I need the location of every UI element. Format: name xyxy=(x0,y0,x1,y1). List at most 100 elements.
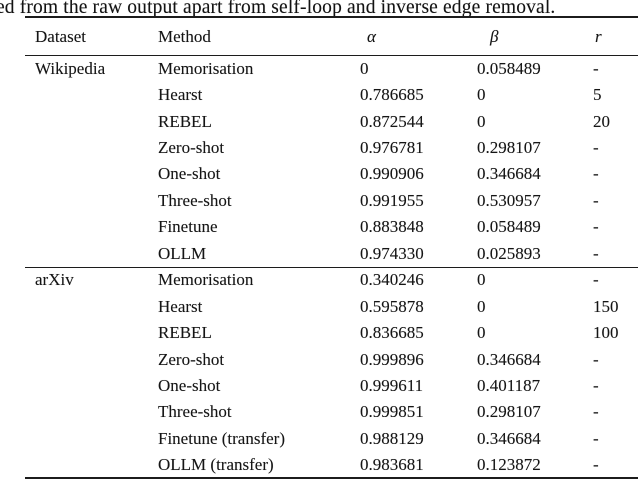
alpha-cell: 0.974330 xyxy=(360,243,424,263)
alpha-cell: 0.883848 xyxy=(360,217,424,237)
alpha-cell: 0.990906 xyxy=(360,164,424,184)
r-cell: - xyxy=(593,349,599,369)
alpha-cell: 0.595878 xyxy=(360,296,424,316)
method-cell: Finetune xyxy=(158,217,218,237)
dataset-cell xyxy=(25,240,158,266)
r-cell: - xyxy=(593,58,599,78)
alpha-cell: 0 xyxy=(360,58,369,78)
dataset-cell xyxy=(25,399,158,425)
beta-cell: 0 xyxy=(477,111,486,131)
beta-cell: 0 xyxy=(477,270,486,290)
method-cell: Memorisation xyxy=(158,58,254,78)
r-cell: - xyxy=(593,164,599,184)
dataset-cell xyxy=(25,161,158,187)
table-row: Finetune 0.883848 0.058489 - xyxy=(25,214,638,240)
dataset-cell xyxy=(25,108,158,134)
method-cell: One-shot xyxy=(158,375,221,395)
table-row: Zero-shot 0.976781 0.298107 - xyxy=(25,134,638,160)
table-toprule xyxy=(25,16,638,19)
beta-cell: 0.058489 xyxy=(477,58,541,78)
table-row: OLLM 0.974330 0.025893 - xyxy=(25,240,638,266)
table-headrule xyxy=(25,54,638,57)
method-cell: OLLM xyxy=(158,243,207,263)
r-cell: - xyxy=(593,190,599,210)
alpha-cell: 0.872544 xyxy=(360,111,424,131)
method-cell: Three-shot xyxy=(158,190,232,210)
table-row: Wikipedia Memorisation 0 0.058489 - xyxy=(25,55,638,81)
table-row: arXiv Memorisation 0.340246 0 - xyxy=(25,267,638,293)
table-row: Three-shot 0.999851 0.298107 - xyxy=(25,399,638,425)
beta-cell: 0.058489 xyxy=(477,217,541,237)
table-body: Wikipedia Memorisation 0 0.058489 - Hearst 0.7… xyxy=(25,55,638,478)
r-cell: - xyxy=(593,270,599,290)
r-cell: - xyxy=(593,428,599,448)
dataset-cell xyxy=(25,425,158,451)
dataset-cell xyxy=(25,346,158,372)
r-cell: 150 xyxy=(593,296,619,316)
dataset-cell xyxy=(25,134,158,160)
col-header-dataset: Dataset xyxy=(35,26,86,46)
beta-cell: 0.025893 xyxy=(477,243,541,263)
col-header-beta: β xyxy=(490,26,499,46)
r-cell: - xyxy=(593,138,599,158)
method-cell: REBEL xyxy=(158,323,212,343)
beta-cell: 0.346684 xyxy=(477,428,541,448)
method-cell: Hearst xyxy=(158,85,203,105)
beta-cell: 0.123872 xyxy=(477,455,541,475)
table-row: OLLM (transfer) 0.983681 0.123872 - xyxy=(25,452,638,478)
method-cell: Zero-shot xyxy=(158,349,225,369)
beta-cell: 0.401187 xyxy=(477,375,541,395)
r-cell: - xyxy=(593,402,599,422)
results-table: Dataset Method α β r Wikipedia Memorisati… xyxy=(25,17,638,478)
table-row: REBEL 0.836685 0 100 xyxy=(25,319,638,345)
alpha-cell: 0.786685 xyxy=(360,85,424,105)
alpha-cell: 0.340246 xyxy=(360,270,424,290)
col-header-r: r xyxy=(595,26,602,46)
alpha-cell: 0.983681 xyxy=(360,455,424,475)
method-cell: One-shot xyxy=(158,164,221,184)
alpha-cell: 0.976781 xyxy=(360,138,424,158)
table-row: Three-shot 0.991955 0.530957 - xyxy=(25,187,638,213)
beta-cell: 0.530957 xyxy=(477,190,541,210)
beta-cell: 0.346684 xyxy=(477,349,541,369)
dataset-cell: arXiv xyxy=(35,270,74,290)
dataset-cell xyxy=(25,372,158,398)
method-cell: REBEL xyxy=(158,111,212,131)
r-cell: 100 xyxy=(593,323,619,343)
header-row: Dataset Method α β r xyxy=(25,17,638,55)
method-cell: Memorisation xyxy=(158,270,254,290)
col-header-method: Method xyxy=(158,26,211,46)
r-cell: - xyxy=(593,375,599,395)
table-bottomrule xyxy=(25,476,638,480)
dataset-cell xyxy=(25,187,158,213)
method-cell: Three-shot xyxy=(158,402,232,422)
dataset-cell: Wikipedia xyxy=(35,58,106,78)
r-cell: 5 xyxy=(593,85,602,105)
r-cell: 20 xyxy=(593,111,610,131)
beta-cell: 0.346684 xyxy=(477,164,541,184)
alpha-cell: 0.999851 xyxy=(360,402,424,422)
alpha-cell: 0.988129 xyxy=(360,428,424,448)
beta-cell: 0 xyxy=(477,85,486,105)
table-row: Hearst 0.595878 0 150 xyxy=(25,293,638,319)
r-cell: - xyxy=(593,455,599,475)
dataset-cell xyxy=(25,452,158,478)
alpha-cell: 0.999896 xyxy=(360,349,424,369)
beta-cell: 0 xyxy=(477,296,486,316)
dataset-cell xyxy=(25,81,158,107)
method-cell: Finetune (transfer) xyxy=(158,428,285,448)
method-cell: Hearst xyxy=(158,296,203,316)
table-row: REBEL 0.872544 0 20 xyxy=(25,108,638,134)
r-cell: - xyxy=(593,243,599,263)
col-header-alpha: α xyxy=(367,26,376,46)
table-row: One-shot 0.990906 0.346684 - xyxy=(25,161,638,187)
beta-cell: 0.298107 xyxy=(477,138,541,158)
r-cell: - xyxy=(593,217,599,237)
method-cell: OLLM (transfer) xyxy=(158,455,274,475)
table-row: Finetune (transfer) 0.988129 0.346684 - xyxy=(25,425,638,451)
beta-cell: 0 xyxy=(477,323,486,343)
table-row: Zero-shot 0.999896 0.346684 - xyxy=(25,346,638,372)
dataset-cell xyxy=(25,293,158,319)
table-row: One-shot 0.999611 0.401187 - xyxy=(25,372,638,398)
